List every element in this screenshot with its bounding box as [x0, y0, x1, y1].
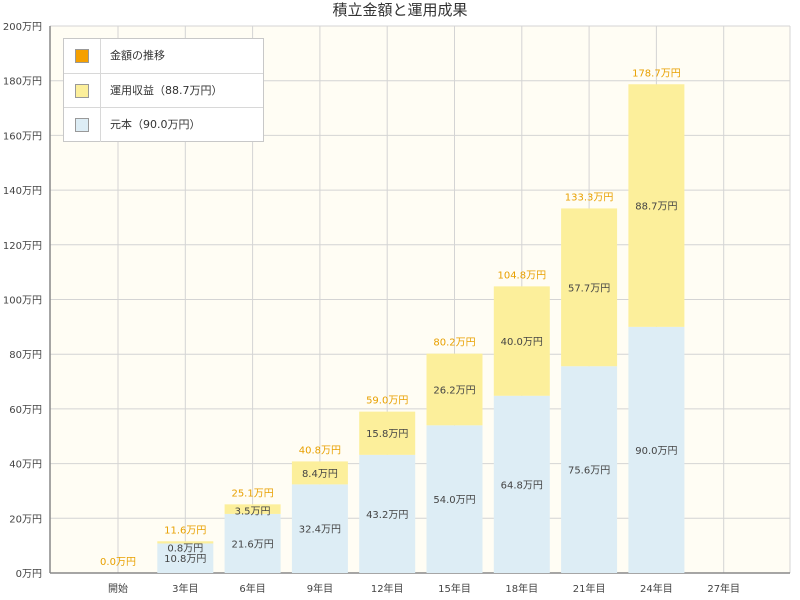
bar-principal-label: 64.8万円	[501, 480, 543, 491]
bar-profit	[426, 353, 483, 426]
bar-total-label: 59.0万円	[366, 396, 408, 407]
y-tick-label: 180万円	[3, 77, 42, 88]
bar-profit	[628, 84, 685, 327]
bar-total-label: 25.1万円	[231, 488, 273, 499]
bar-profit	[224, 504, 281, 514]
bar-profit-label: 15.8万円	[366, 429, 408, 440]
bar-principal	[628, 326, 685, 573]
x-tick-label: 18年目	[505, 582, 538, 595]
y-tick-label: 80万円	[9, 350, 42, 361]
bar-total-label: 104.8万円	[497, 270, 546, 281]
legend-item-profit[interactable]: 運用収益（88.7万円）	[64, 73, 263, 108]
y-tick-label: 200万円	[3, 22, 42, 33]
bar-total-label: 178.7万円	[632, 68, 681, 79]
x-tick-label: 9年目	[307, 582, 333, 595]
legend-swatch-principal	[75, 118, 89, 132]
x-tick-label: 27年目	[707, 582, 740, 595]
bar-total-label: 0.0万円	[100, 557, 136, 568]
bar-principal-label: 54.0万円	[433, 495, 475, 506]
bar-total-label: 80.2万円	[433, 338, 475, 349]
bar-profit	[493, 286, 550, 396]
bar-profit-label: 40.0万円	[501, 337, 543, 348]
bar-profit	[359, 411, 416, 455]
y-tick-label: 100万円	[3, 296, 42, 307]
x-tick-label: 6年目	[239, 582, 265, 595]
bar-profit-label: 26.2万円	[433, 385, 475, 396]
bar-profit	[561, 208, 618, 367]
y-tick-label: 20万円	[9, 514, 42, 525]
legend-item-principal[interactable]: 元本（90.0万円）	[64, 107, 263, 142]
bar-total-label: 11.6万円	[164, 525, 206, 536]
x-tick-label: 開始	[108, 582, 128, 595]
bar-profit	[291, 461, 348, 485]
bar-principal-label: 10.8万円	[164, 554, 206, 565]
bar-principal	[493, 395, 550, 573]
bar-principal	[426, 425, 483, 573]
bar-profit-label: 57.7万円	[568, 283, 610, 294]
x-tick-label: 12年目	[371, 582, 404, 595]
legend-label-principal: 元本（90.0万円）	[110, 118, 201, 131]
legend-item-line[interactable]: 金額の推移	[64, 39, 263, 73]
x-tick-label: 15年目	[438, 582, 471, 595]
bar-total-label: 133.3万円	[565, 192, 614, 203]
bar-principal-label: 32.4万円	[299, 525, 341, 536]
bar-profit-label: 0.8万円	[167, 543, 203, 554]
y-tick-label: 0万円	[16, 569, 42, 580]
bar-total-label: 40.8万円	[299, 445, 341, 456]
x-tick-label: 3年目	[172, 582, 198, 595]
y-tick-label: 40万円	[9, 460, 42, 471]
y-tick-label: 140万円	[3, 186, 42, 197]
bar-principal-label: 90.0万円	[635, 446, 677, 457]
bar-principal	[224, 513, 281, 573]
x-tick-label: 24年目	[640, 582, 673, 595]
bar-principal-label: 43.2万円	[366, 510, 408, 521]
x-tick-label: 21年目	[573, 582, 606, 595]
legend-swatch-line	[75, 49, 89, 63]
y-tick-label: 60万円	[9, 405, 42, 416]
chart-legend: 金額の推移 運用収益（88.7万円） 元本（90.0万円）	[63, 38, 264, 142]
bar-profit-label: 8.4万円	[302, 469, 338, 480]
bar-principal-label: 21.6万円	[231, 539, 273, 550]
bar-profit	[157, 541, 214, 544]
y-tick-label: 120万円	[3, 241, 42, 252]
y-tick-label: 160万円	[3, 131, 42, 142]
bar-profit-label: 88.7万円	[635, 202, 677, 213]
chart-title: 積立金額と運用成果	[332, 1, 468, 19]
legend-label-profit: 運用収益（88.7万円）	[110, 84, 223, 97]
legend-label-line: 金額の推移	[110, 49, 165, 62]
legend-swatch-profit	[75, 84, 89, 98]
bar-principal	[291, 484, 348, 573]
bar-principal	[359, 454, 416, 573]
bar-principal-label: 75.6万円	[568, 466, 610, 477]
bar-principal	[157, 543, 214, 573]
bar-profit-label: 3.5万円	[235, 506, 271, 517]
bar-principal	[561, 366, 618, 573]
